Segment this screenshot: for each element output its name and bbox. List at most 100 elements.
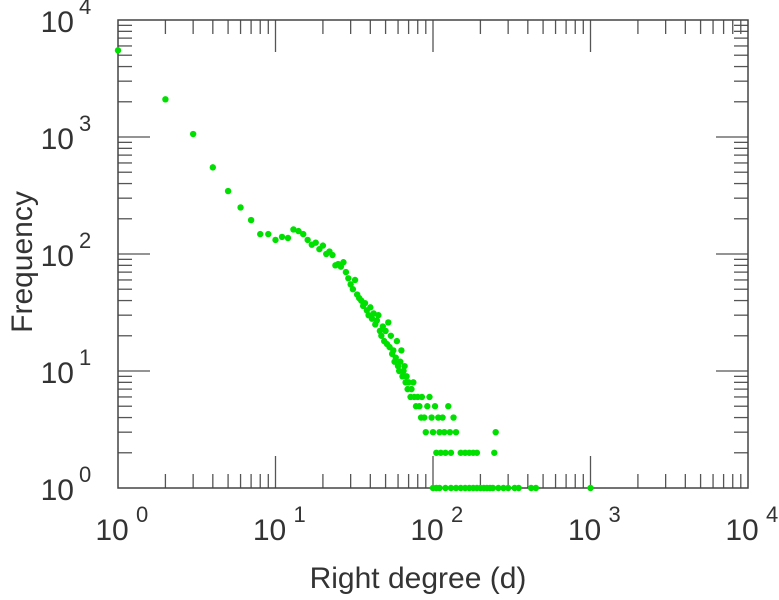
- data-point: [408, 385, 415, 393]
- x-tick-exponent: 3: [609, 502, 621, 527]
- data-point: [457, 484, 464, 492]
- data-point: [416, 403, 423, 410]
- data-point: [426, 393, 433, 401]
- data-point: [304, 236, 311, 244]
- y-tick-label: 10: [41, 240, 74, 273]
- data-point: [368, 315, 376, 322]
- x-tick-label: 10: [410, 514, 443, 547]
- data-point: [257, 230, 264, 238]
- data-point: [437, 449, 444, 456]
- data-point: [441, 428, 448, 436]
- data-point: [446, 428, 454, 436]
- axis-ticks: [118, 20, 748, 488]
- data-point: [300, 230, 307, 238]
- y-tick-exponent: 0: [79, 462, 91, 487]
- data-point: [587, 484, 594, 492]
- y-tick-label: 10: [41, 357, 74, 390]
- data-point: [237, 204, 244, 211]
- data-point: [436, 428, 443, 436]
- data-point: [436, 484, 443, 492]
- data-point: [397, 358, 404, 365]
- data-point: [418, 393, 426, 401]
- data-point: [319, 242, 327, 249]
- data-point: [224, 187, 232, 195]
- x-tick-exponent: 4: [766, 502, 778, 527]
- data-point: [382, 327, 389, 335]
- data-point: [209, 164, 217, 171]
- data-point: [189, 130, 197, 138]
- data-point: [433, 449, 440, 456]
- data-point: [361, 299, 369, 307]
- data-point: [329, 251, 336, 259]
- x-tick-exponent: 1: [294, 502, 306, 527]
- x-tick-labels: 10 0 10 1 10 2 10 3 10 4: [95, 502, 778, 547]
- data-point: [410, 379, 417, 386]
- data-point: [500, 484, 507, 492]
- data-point: [295, 227, 302, 235]
- data-point: [447, 449, 455, 456]
- data-point: [527, 484, 535, 492]
- data-point: [442, 484, 449, 492]
- data-point: [349, 286, 357, 293]
- data-point: [439, 414, 446, 421]
- data-point: [373, 317, 381, 324]
- data-point: [447, 484, 455, 492]
- data-point: [272, 236, 279, 244]
- y-tick-label: 10: [41, 6, 74, 39]
- data-point: [392, 354, 399, 361]
- data-point: [375, 311, 382, 319]
- data-point: [422, 428, 429, 436]
- data-point: [398, 347, 405, 354]
- data-point: [429, 428, 437, 436]
- y-tick-label: 10: [41, 123, 74, 156]
- data-point: [504, 484, 512, 492]
- data-point: [424, 403, 431, 410]
- data-point: [445, 403, 452, 410]
- data-point: [390, 347, 397, 354]
- x-tick-label: 10: [725, 514, 758, 547]
- data-point: [393, 337, 401, 345]
- y-tick-exponent: 2: [79, 228, 91, 253]
- x-tick-exponent: 2: [451, 502, 463, 527]
- data-point: [403, 373, 410, 380]
- data-point: [347, 281, 354, 288]
- data-point: [265, 230, 272, 238]
- data-point: [367, 304, 374, 311]
- x-tick-label: 10: [568, 514, 601, 547]
- y-tick-exponent: 4: [79, 0, 91, 19]
- data-point: [457, 449, 464, 456]
- y-tick-exponent: 1: [79, 345, 91, 370]
- y-tick-label: 10: [41, 474, 74, 507]
- x-tick-exponent: 0: [136, 502, 148, 527]
- x-tick-label: 10: [253, 514, 286, 547]
- data-point: [351, 276, 359, 284]
- data-point: [247, 216, 255, 224]
- data-point: [452, 428, 460, 436]
- data-point: [312, 239, 319, 246]
- data-point: [492, 428, 499, 436]
- data-points: [114, 47, 594, 492]
- data-point: [162, 96, 169, 103]
- data-point: [345, 275, 352, 282]
- data-point: [401, 362, 408, 370]
- data-point: [489, 484, 497, 492]
- data-point: [378, 332, 385, 339]
- data-point: [491, 449, 498, 456]
- data-point: [515, 484, 522, 492]
- data-point: [532, 484, 540, 492]
- data-point: [421, 414, 428, 421]
- data-point: [342, 268, 350, 276]
- data-point: [431, 403, 439, 410]
- data-point: [450, 414, 457, 421]
- data-point: [452, 484, 460, 492]
- x-tick-label: 10: [95, 514, 128, 547]
- x-axis-label: Right degree (d): [310, 562, 527, 595]
- data-point: [400, 367, 407, 375]
- data-point: [442, 449, 449, 456]
- data-point: [114, 47, 122, 54]
- data-point: [495, 484, 502, 492]
- data-point: [385, 319, 392, 326]
- data-point: [473, 449, 481, 456]
- data-point: [428, 414, 435, 421]
